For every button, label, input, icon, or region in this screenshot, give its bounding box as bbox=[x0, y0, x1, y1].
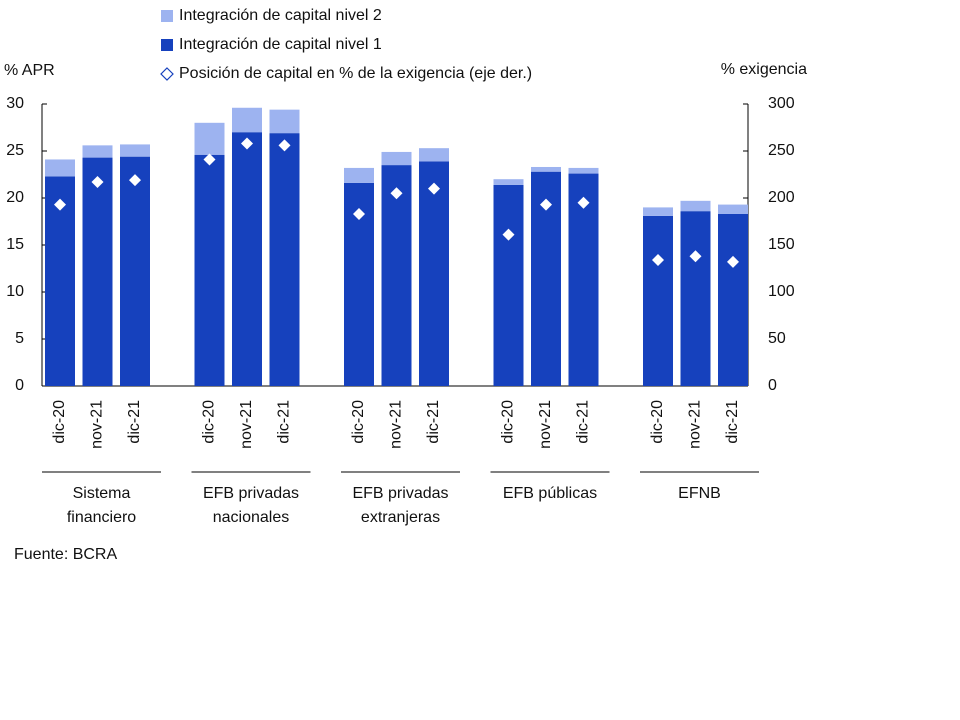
group-label: nacionales bbox=[213, 509, 290, 526]
y-tick-label: 30 bbox=[6, 95, 24, 112]
x-tick-label: dic-20 bbox=[51, 400, 68, 444]
marker bbox=[54, 198, 66, 211]
x-tick-label: dic-20 bbox=[500, 400, 517, 444]
y-tick-label: 15 bbox=[6, 236, 24, 253]
legend-marker bbox=[160, 67, 174, 81]
x-tick-label: dic-21 bbox=[425, 400, 442, 444]
y2-tick-label: 100 bbox=[768, 283, 795, 300]
bar-segment bbox=[194, 122, 225, 155]
bar-segment bbox=[381, 165, 412, 386]
y-tick-label: 0 bbox=[15, 377, 24, 394]
marker bbox=[577, 196, 590, 209]
bar-segment bbox=[344, 167, 374, 183]
marker bbox=[428, 182, 440, 195]
group-label: Sistema bbox=[73, 485, 131, 502]
x-tick-label: dic-21 bbox=[724, 400, 741, 444]
marker bbox=[540, 198, 552, 211]
x-tick-label: dic-20 bbox=[649, 400, 666, 444]
marker bbox=[129, 174, 141, 187]
y-tick-label: 20 bbox=[6, 189, 24, 206]
y-axis-label: % APR bbox=[4, 62, 55, 79]
bar-segment bbox=[82, 145, 113, 158]
marker bbox=[353, 207, 365, 220]
marker bbox=[689, 250, 702, 263]
marker bbox=[727, 255, 739, 268]
y2-axis-label: % exigencia bbox=[721, 61, 807, 78]
group-label: EFNB bbox=[678, 485, 721, 502]
marker bbox=[390, 187, 403, 200]
bar-segment bbox=[419, 148, 449, 162]
y2-tick-label: 250 bbox=[768, 142, 795, 159]
y-tick-label: 5 bbox=[15, 330, 24, 347]
y-tick-label: 10 bbox=[6, 283, 24, 300]
y2-tick-label: 300 bbox=[768, 95, 795, 112]
bar-segment bbox=[232, 107, 262, 133]
bar-segment bbox=[120, 144, 150, 157]
bar-segment bbox=[493, 179, 524, 185]
marker bbox=[502, 228, 515, 241]
legend-label: Integración de capital nivel 1 bbox=[179, 36, 382, 53]
bar-segment bbox=[568, 167, 599, 174]
bar-segment bbox=[680, 200, 711, 212]
x-tick-label: nov-21 bbox=[537, 400, 554, 449]
marker bbox=[278, 139, 291, 152]
source: Fuente: BCRA bbox=[14, 546, 117, 563]
x-tick-label: dic-20 bbox=[201, 400, 218, 444]
y2-tick-label: 50 bbox=[768, 330, 786, 347]
bar-segment bbox=[680, 211, 711, 386]
legend-label: Posición de capital en % de la exigencia… bbox=[179, 65, 532, 82]
bar-segment bbox=[419, 161, 449, 386]
bar-segment bbox=[194, 154, 225, 386]
bar-segment bbox=[120, 156, 150, 386]
bar-segment bbox=[643, 215, 673, 386]
bar-segment bbox=[718, 204, 748, 214]
group-label: extranjeras bbox=[361, 509, 440, 526]
marker bbox=[241, 137, 253, 150]
bar-segment bbox=[381, 151, 412, 166]
x-tick-label: nov-21 bbox=[238, 400, 255, 449]
group-label: financiero bbox=[67, 509, 136, 526]
marker bbox=[203, 153, 216, 166]
group-label: EFB privadas bbox=[203, 485, 299, 502]
x-tick-label: dic-21 bbox=[126, 400, 143, 444]
legend-swatch bbox=[161, 39, 173, 51]
bar-segment bbox=[45, 159, 75, 177]
group-label: EFB privadas bbox=[352, 485, 448, 502]
x-tick-label: nov-21 bbox=[89, 400, 106, 449]
bar-segment bbox=[269, 133, 300, 386]
group-label: EFB públicas bbox=[503, 485, 597, 502]
bar-segment bbox=[531, 166, 561, 172]
legend-swatch bbox=[161, 10, 173, 22]
x-tick-label: nov-21 bbox=[388, 400, 405, 449]
bar-segment bbox=[82, 157, 113, 386]
bar-segment bbox=[718, 213, 748, 386]
bar-segment bbox=[643, 207, 673, 216]
x-tick-label: dic-21 bbox=[575, 400, 592, 444]
marker bbox=[652, 254, 664, 267]
bar-segment bbox=[45, 176, 75, 386]
legend-label: Integración de capital nivel 2 bbox=[179, 7, 382, 24]
y-tick-label: 25 bbox=[6, 142, 24, 159]
y2-tick-label: 0 bbox=[768, 377, 777, 394]
y2-tick-label: 200 bbox=[768, 189, 795, 206]
bar-segment bbox=[568, 173, 599, 386]
x-tick-label: dic-20 bbox=[350, 400, 367, 444]
bar-segment bbox=[493, 184, 524, 386]
y2-tick-label: 150 bbox=[768, 236, 795, 253]
x-tick-label: nov-21 bbox=[687, 400, 704, 449]
bar-segment bbox=[232, 132, 262, 386]
marker bbox=[91, 176, 104, 189]
x-tick-label: dic-21 bbox=[276, 400, 293, 444]
bar-segment bbox=[269, 109, 300, 134]
